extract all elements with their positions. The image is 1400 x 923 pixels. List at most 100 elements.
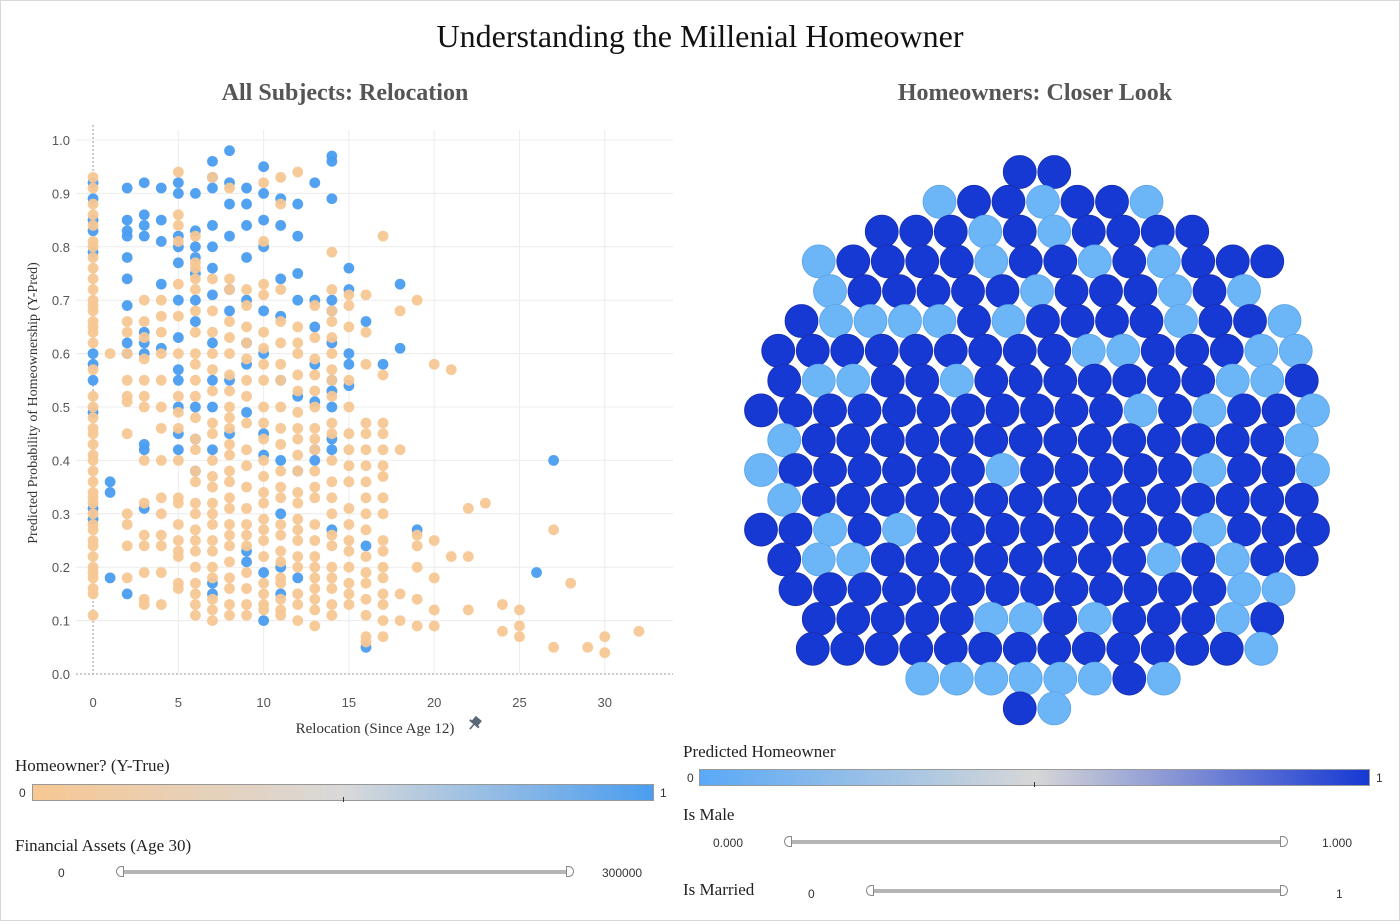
bubble-predicted-high[interactable] bbox=[1215, 423, 1250, 458]
scatter-point[interactable] bbox=[207, 519, 218, 530]
scatter-point[interactable] bbox=[155, 492, 167, 504]
scatter-point[interactable] bbox=[172, 374, 184, 386]
bubble-predicted-low[interactable] bbox=[1192, 512, 1227, 547]
scatter-point[interactable] bbox=[428, 358, 440, 370]
bubble-predicted-high[interactable] bbox=[1089, 512, 1123, 547]
scatter-point[interactable] bbox=[138, 540, 150, 552]
scatter-point[interactable] bbox=[343, 519, 355, 530]
bubble-predicted-high[interactable] bbox=[1140, 214, 1175, 249]
scatter-point[interactable] bbox=[343, 358, 355, 370]
scatter-point[interactable] bbox=[275, 577, 287, 589]
scatter-point[interactable] bbox=[207, 428, 218, 440]
scatter-point[interactable] bbox=[172, 519, 184, 530]
scatter-point[interactable] bbox=[411, 540, 423, 552]
scatter-point[interactable] bbox=[360, 428, 372, 440]
scatter-point[interactable] bbox=[275, 337, 287, 349]
scatter-point[interactable] bbox=[360, 567, 372, 578]
scatter-point[interactable] bbox=[104, 487, 116, 498]
scatter-point[interactable] bbox=[309, 551, 321, 562]
scatter-point[interactable] bbox=[258, 289, 270, 301]
scatter-point[interactable] bbox=[190, 412, 201, 424]
bubble-predicted-high[interactable] bbox=[1123, 274, 1158, 309]
scatter-point[interactable] bbox=[343, 289, 355, 301]
scatter-point[interactable] bbox=[343, 428, 355, 440]
scatter-point[interactable] bbox=[87, 609, 99, 621]
scatter-point[interactable] bbox=[190, 262, 201, 274]
bubble-predicted-high[interactable] bbox=[905, 423, 940, 458]
bubble-predicted-high[interactable] bbox=[899, 333, 934, 368]
scatter-point[interactable] bbox=[224, 401, 235, 413]
bubble-predicted-high[interactable] bbox=[916, 453, 951, 487]
scatter-point[interactable] bbox=[548, 455, 559, 466]
scatter-point[interactable] bbox=[155, 567, 167, 578]
scatter-point[interactable] bbox=[292, 230, 304, 242]
scatter-point[interactable] bbox=[377, 444, 389, 456]
scatter-point[interactable] bbox=[360, 636, 372, 648]
bubble-predicted-high[interactable] bbox=[1261, 512, 1296, 547]
scatter-point[interactable] bbox=[190, 609, 201, 621]
scatter-point[interactable] bbox=[190, 390, 201, 402]
scatter-point[interactable] bbox=[172, 236, 184, 247]
scatter-point[interactable] bbox=[87, 374, 99, 386]
scatter-point[interactable] bbox=[207, 444, 218, 456]
bubble-predicted-high[interactable] bbox=[1146, 602, 1181, 636]
bubble-predicted-low[interactable] bbox=[836, 542, 871, 577]
scatter-point[interactable] bbox=[87, 284, 99, 295]
bubble-predicted-low[interactable] bbox=[939, 363, 974, 398]
scatter-point[interactable] bbox=[343, 503, 355, 514]
scatter-point[interactable] bbox=[104, 348, 116, 359]
bubble-predicted-high[interactable] bbox=[957, 304, 991, 338]
bubble-predicted-low[interactable] bbox=[1296, 393, 1330, 428]
scatter-point[interactable] bbox=[87, 588, 99, 600]
scatter-point[interactable] bbox=[309, 455, 321, 466]
scatter-point[interactable] bbox=[326, 332, 338, 343]
bubble-predicted-high[interactable] bbox=[991, 184, 1026, 219]
scatter-point[interactable] bbox=[224, 476, 235, 488]
scatter-point[interactable] bbox=[275, 593, 287, 605]
bubble-predicted-high[interactable] bbox=[1250, 482, 1285, 517]
bubble-predicted-high[interactable] bbox=[767, 363, 802, 398]
bubble-predicted-high[interactable] bbox=[985, 393, 1020, 428]
bubble-predicted-low[interactable] bbox=[1043, 661, 1078, 696]
scatter-point[interactable] bbox=[241, 353, 252, 365]
scatter-point[interactable] bbox=[411, 593, 423, 605]
scatter-point[interactable] bbox=[138, 316, 150, 327]
scatter-point[interactable] bbox=[241, 519, 252, 530]
scatter-point[interactable] bbox=[155, 599, 167, 610]
bubble-predicted-low[interactable] bbox=[1250, 363, 1285, 398]
bubble-predicted-high[interactable] bbox=[1227, 453, 1261, 487]
financial-assets-min-handle[interactable] bbox=[116, 866, 124, 877]
scatter-point[interactable] bbox=[121, 508, 133, 520]
bubble-predicted-low[interactable] bbox=[1164, 304, 1198, 338]
scatter-point[interactable] bbox=[207, 348, 218, 359]
scatter-point[interactable] bbox=[224, 465, 235, 477]
scatter-point[interactable] bbox=[360, 289, 372, 301]
bubble-predicted-low[interactable] bbox=[801, 363, 836, 398]
bubble-predicted-high[interactable] bbox=[1002, 214, 1037, 249]
scatter-point[interactable] bbox=[241, 337, 252, 349]
bubble-predicted-high[interactable] bbox=[1008, 542, 1043, 577]
bubble-predicted-low[interactable] bbox=[1284, 423, 1319, 458]
scatter-point[interactable] bbox=[172, 455, 184, 466]
bubble-predicted-high[interactable] bbox=[985, 512, 1020, 547]
scatter-point[interactable] bbox=[190, 273, 201, 285]
scatter-point[interactable] bbox=[87, 428, 99, 440]
scatter-point[interactable] bbox=[360, 476, 372, 488]
scatter-point[interactable] bbox=[207, 401, 218, 413]
scatter-point[interactable] bbox=[275, 455, 287, 466]
scatter-point[interactable] bbox=[377, 492, 389, 504]
bubble-predicted-low[interactable] bbox=[836, 363, 871, 398]
bubble-predicted-high[interactable] bbox=[1215, 482, 1250, 517]
scatter-point[interactable] bbox=[87, 252, 99, 263]
bubble-predicted-low[interactable] bbox=[1296, 453, 1330, 487]
bubble-predicted-high[interactable] bbox=[870, 482, 905, 517]
scatter-point[interactable] bbox=[224, 449, 235, 461]
scatter-point[interactable] bbox=[326, 364, 338, 376]
scatter-point[interactable] bbox=[360, 540, 372, 552]
scatter-point[interactable] bbox=[121, 300, 133, 311]
scatter-point[interactable] bbox=[172, 220, 184, 231]
bubble-predicted-high[interactable] bbox=[847, 393, 882, 428]
scatter-point[interactable] bbox=[582, 641, 594, 653]
scatter-point[interactable] bbox=[121, 396, 133, 408]
scatter-point[interactable] bbox=[241, 481, 252, 493]
